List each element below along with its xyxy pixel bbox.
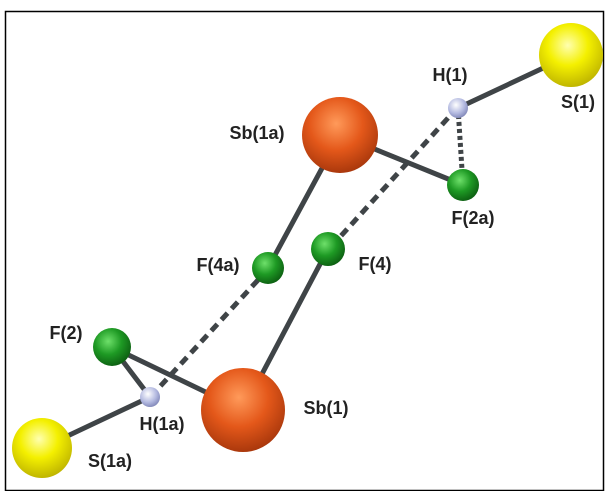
atom-label: S(1a) (88, 451, 132, 471)
bonds (42, 55, 571, 448)
atom-f (311, 232, 345, 266)
atom-sb (201, 368, 285, 452)
diagram: S(1) H(1) Sb(1a) F(2a) F(4) F(4a) F(2) H… (0, 0, 605, 491)
atom-s (539, 23, 603, 87)
atom-label: H(1) (433, 65, 468, 85)
atom-label: Sb(1a) (229, 123, 284, 143)
atom-label: F(2a) (451, 208, 494, 228)
atom-s (12, 418, 72, 478)
atom-h (140, 387, 160, 407)
atom-h (448, 98, 468, 118)
atom-sb (302, 97, 378, 173)
atom-label: Sb(1) (304, 398, 349, 418)
atom-f (447, 169, 479, 201)
atom-f (252, 252, 284, 284)
atom-label: S(1) (561, 92, 595, 112)
atom-f (93, 328, 131, 366)
atom-label: H(1a) (139, 414, 184, 434)
page: S(1) H(1) Sb(1a) F(2a) F(4) F(4a) F(2) H… (0, 0, 605, 491)
atom-label: F(2) (50, 323, 83, 343)
atom-label: F(4a) (196, 255, 239, 275)
atom-label: F(4) (359, 254, 392, 274)
